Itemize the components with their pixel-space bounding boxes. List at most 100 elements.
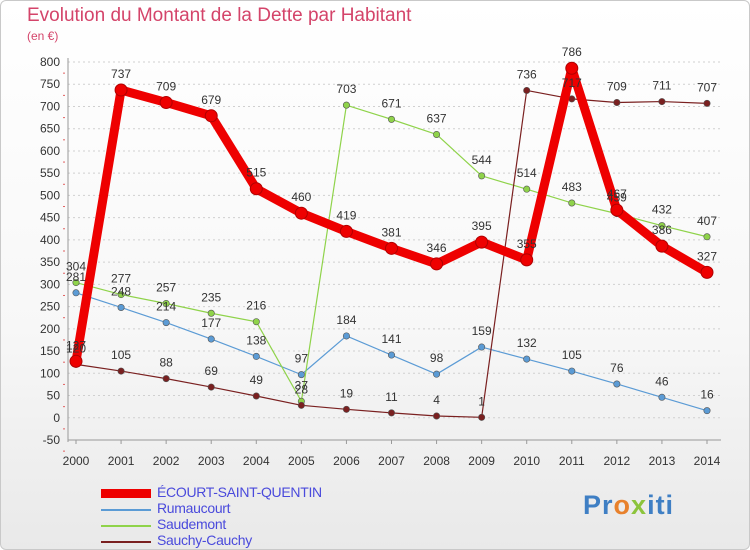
legend-swatch — [101, 541, 151, 543]
data-point — [478, 343, 486, 351]
data-point — [478, 413, 486, 421]
data-label: 16 — [700, 388, 714, 402]
data-point — [568, 199, 576, 207]
chart-subtitle: (en €) — [27, 29, 59, 43]
data-point — [207, 383, 215, 391]
data-label: 460 — [291, 190, 311, 204]
data-label: 679 — [201, 93, 221, 107]
data-label: 515 — [246, 166, 266, 180]
legend-swatch — [101, 525, 151, 527]
y-tick-label: 150 — [40, 344, 60, 358]
data-label: 138 — [246, 333, 266, 347]
data-label: 46 — [655, 374, 669, 388]
data-point — [117, 303, 125, 311]
x-tick-label: 2011 — [559, 454, 585, 468]
data-point — [703, 233, 711, 241]
data-point — [658, 393, 666, 401]
data-label: 432 — [652, 203, 672, 217]
data-point — [114, 83, 128, 97]
y-tick-label: 700 — [40, 99, 60, 113]
y-tick-label: 0 — [53, 411, 60, 425]
logo-part: o — [613, 490, 632, 520]
data-point — [252, 318, 260, 326]
x-tick-label: 2002 — [153, 454, 180, 468]
data-label: 637 — [427, 111, 447, 125]
legend-label: Rumaucourt — [157, 500, 231, 516]
data-label: 717 — [562, 76, 582, 90]
data-label: 395 — [472, 219, 492, 233]
data-label: 184 — [336, 313, 356, 327]
data-label: 98 — [430, 351, 444, 365]
data-label: 19 — [340, 386, 354, 400]
data-label: 49 — [250, 373, 264, 387]
data-label: 132 — [517, 336, 537, 350]
data-point — [613, 98, 621, 106]
data-label: 214 — [156, 300, 176, 314]
data-label: 69 — [205, 364, 219, 378]
data-point — [523, 355, 531, 363]
data-point — [565, 61, 579, 75]
data-point — [703, 99, 711, 107]
data-point — [339, 224, 353, 238]
data-label: 216 — [246, 299, 266, 313]
data-label: 544 — [472, 153, 492, 167]
data-point — [342, 101, 350, 109]
data-point — [162, 375, 170, 383]
x-tick-label: 2006 — [333, 454, 360, 468]
data-label: 28 — [295, 382, 309, 396]
proxiti-logo: Proxiti — [583, 490, 674, 521]
data-label: 88 — [159, 356, 173, 370]
y-tick-label: 450 — [40, 211, 60, 225]
y-tick-label: 200 — [40, 322, 60, 336]
data-point — [385, 241, 398, 255]
data-point — [523, 86, 531, 94]
data-point — [207, 309, 215, 317]
data-point — [294, 206, 308, 220]
data-label: 419 — [336, 208, 356, 222]
data-point — [342, 405, 350, 413]
data-point — [655, 239, 669, 253]
data-point — [252, 392, 260, 400]
data-label: 736 — [517, 67, 537, 81]
data-label: 235 — [201, 290, 221, 304]
data-point — [433, 130, 441, 138]
legend-label: Sauchy-Cauchy — [157, 532, 252, 548]
data-point — [162, 319, 170, 327]
data-label: 277 — [111, 272, 131, 286]
data-point — [297, 371, 305, 379]
data-label: 304 — [66, 260, 86, 274]
data-label: 459 — [607, 191, 627, 205]
x-tick-label: 2008 — [423, 454, 450, 468]
x-tick-label: 2005 — [288, 454, 315, 468]
y-tick-label: 650 — [40, 122, 60, 136]
data-label: 709 — [607, 79, 627, 93]
y-tick-label: 750 — [40, 77, 60, 91]
x-tick-label: 2001 — [108, 454, 135, 468]
legend-swatch — [101, 509, 151, 511]
data-label: 703 — [336, 82, 356, 96]
logo-part: Pr — [583, 490, 614, 520]
x-tick-label: 2009 — [468, 454, 495, 468]
data-point — [117, 367, 125, 375]
data-point — [159, 95, 173, 109]
data-label: 257 — [156, 280, 176, 294]
data-point — [72, 289, 80, 297]
data-point — [204, 109, 218, 123]
data-point — [523, 185, 531, 193]
data-point — [658, 222, 666, 230]
data-point — [252, 352, 260, 360]
data-point — [387, 351, 395, 359]
logo-part: iti — [647, 490, 675, 520]
data-point — [658, 98, 666, 106]
data-label: 709 — [156, 79, 176, 93]
data-label: 355 — [517, 237, 537, 251]
y-tick-label: 350 — [40, 255, 60, 269]
data-label: 248 — [111, 284, 131, 298]
data-point — [568, 367, 576, 375]
y-tick-label: 600 — [40, 144, 60, 158]
data-label-layer: 1277377096795154604193813463953557864673… — [66, 45, 717, 408]
data-point — [297, 401, 305, 409]
data-label: 1 — [478, 394, 485, 408]
series-layer — [69, 61, 714, 421]
